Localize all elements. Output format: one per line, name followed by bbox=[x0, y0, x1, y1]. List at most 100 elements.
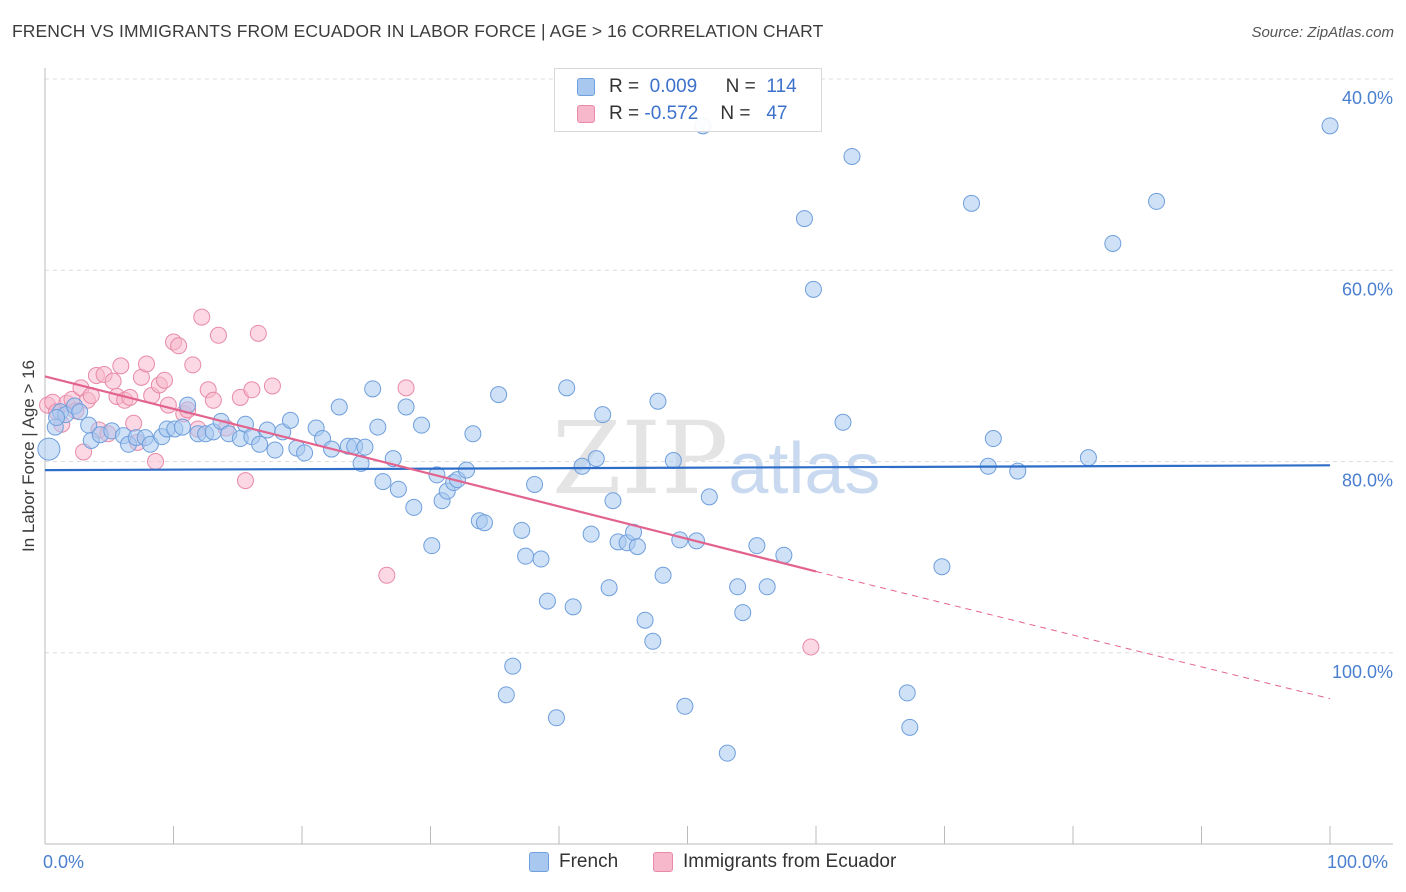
french-point bbox=[356, 438, 374, 456]
ecuador-point bbox=[112, 357, 130, 375]
ecuador-point bbox=[243, 381, 261, 399]
ecuador-trend-line bbox=[44, 375, 817, 573]
legend-french-swatch bbox=[529, 852, 549, 872]
ecuador-trend-extension bbox=[815, 570, 1331, 700]
french-point bbox=[71, 403, 89, 421]
ecuador-point bbox=[138, 355, 156, 373]
y-tick-label: 80.0% bbox=[1342, 471, 1393, 491]
legend-ecuador-label: Immigrants from Ecuador bbox=[683, 851, 897, 872]
french-point bbox=[729, 578, 747, 596]
french-point bbox=[984, 430, 1002, 448]
y-tick-label: 60.0% bbox=[1342, 279, 1393, 299]
french-point bbox=[374, 473, 392, 491]
french-point bbox=[389, 480, 407, 498]
french-point bbox=[700, 488, 718, 506]
french-point bbox=[1148, 192, 1166, 210]
french-point bbox=[804, 280, 822, 298]
y-tick-label: 40.0% bbox=[1342, 88, 1393, 108]
french-point bbox=[654, 566, 672, 584]
french-point bbox=[464, 425, 482, 443]
french-point bbox=[490, 386, 508, 404]
french-point bbox=[497, 686, 515, 704]
french-point bbox=[795, 210, 813, 228]
french-point bbox=[587, 450, 605, 468]
french-point bbox=[369, 418, 387, 436]
french-point bbox=[644, 632, 662, 650]
french-point bbox=[517, 547, 535, 565]
french-point bbox=[504, 657, 522, 675]
french-point bbox=[671, 531, 689, 549]
french-point bbox=[251, 435, 269, 453]
ecuador-r-label: R = bbox=[609, 103, 640, 124]
legend-row-french: R = 0.009 N = 114 bbox=[577, 74, 797, 100]
x-axis-min-label: 0.0% bbox=[43, 852, 85, 872]
french-point bbox=[664, 452, 682, 470]
legend-french-label: French bbox=[559, 851, 619, 872]
french-n-value: 114 bbox=[766, 76, 797, 97]
french-point bbox=[558, 379, 576, 397]
french-point bbox=[564, 598, 582, 616]
french-trend-line bbox=[44, 464, 1331, 472]
french-point bbox=[330, 398, 348, 416]
ecuador-point bbox=[802, 638, 820, 656]
stats-legend: R = 0.009 N = 114 R = -0.572 N = 47 bbox=[554, 68, 822, 132]
french-point bbox=[538, 592, 556, 610]
ecuador-point bbox=[184, 356, 202, 374]
legend-row-ecuador: R = -0.572 N = 47 bbox=[577, 101, 787, 127]
french-point bbox=[1104, 234, 1122, 252]
french-point bbox=[734, 604, 752, 622]
french-point bbox=[266, 441, 284, 459]
french-point bbox=[1079, 449, 1097, 467]
french-point bbox=[758, 578, 776, 596]
french-point bbox=[649, 392, 667, 410]
legend-item-french: French bbox=[529, 851, 618, 873]
ecuador-n-value: 47 bbox=[766, 103, 788, 124]
watermark-atlas: atlas bbox=[728, 429, 881, 509]
french-point bbox=[636, 611, 654, 629]
french-point bbox=[604, 492, 622, 510]
french-point bbox=[600, 579, 618, 597]
ecuador-point bbox=[104, 372, 122, 390]
french-point bbox=[173, 418, 191, 436]
french-point bbox=[676, 697, 694, 715]
french-point bbox=[258, 421, 276, 439]
trend-lines bbox=[44, 375, 1331, 700]
y-axis-label: In Labor Force | Age > 16 bbox=[19, 360, 38, 552]
ecuador-n-label: N = bbox=[720, 103, 751, 124]
french-point bbox=[834, 413, 852, 431]
y-tick-labels: 100.0% 80.0% 60.0% 40.0% bbox=[1332, 88, 1393, 682]
french-point bbox=[718, 744, 736, 762]
french-point bbox=[898, 684, 916, 702]
x-axis-max-label: 100.0% bbox=[1327, 852, 1389, 872]
legend-item-ecuador: Immigrants from Ecuador bbox=[653, 851, 896, 873]
french-point bbox=[594, 406, 612, 424]
french-point bbox=[573, 457, 591, 475]
source-label: Source: ZipAtlas.com bbox=[1251, 24, 1394, 41]
french-point bbox=[843, 147, 861, 165]
ecuador-r-value: -0.572 bbox=[644, 103, 699, 124]
ecuador-point bbox=[263, 377, 281, 395]
french-point bbox=[281, 411, 299, 429]
french-point bbox=[48, 409, 66, 427]
grid-lines bbox=[45, 78, 1393, 654]
french-point bbox=[547, 709, 565, 727]
ecuador-point bbox=[236, 472, 254, 490]
ecuador-swatch bbox=[577, 105, 595, 123]
french-point bbox=[405, 498, 423, 516]
x-axis bbox=[44, 68, 1393, 845]
french-point bbox=[37, 437, 61, 461]
chart-title: FRENCH VS IMMIGRANTS FROM ECUADOR IN LAB… bbox=[12, 21, 824, 41]
french-point bbox=[513, 521, 531, 539]
ecuador-point bbox=[156, 371, 174, 389]
french-point bbox=[457, 461, 475, 479]
french-point bbox=[901, 718, 919, 736]
ecuador-point bbox=[378, 566, 396, 584]
legend-ecuador-swatch bbox=[653, 852, 673, 872]
french-point bbox=[532, 550, 550, 568]
french-points bbox=[37, 117, 1339, 762]
ecuador-point bbox=[249, 324, 267, 342]
french-point bbox=[933, 558, 951, 576]
french-r-label: R = bbox=[609, 76, 640, 97]
ecuador-point bbox=[170, 337, 188, 355]
ecuador-point bbox=[204, 391, 222, 409]
